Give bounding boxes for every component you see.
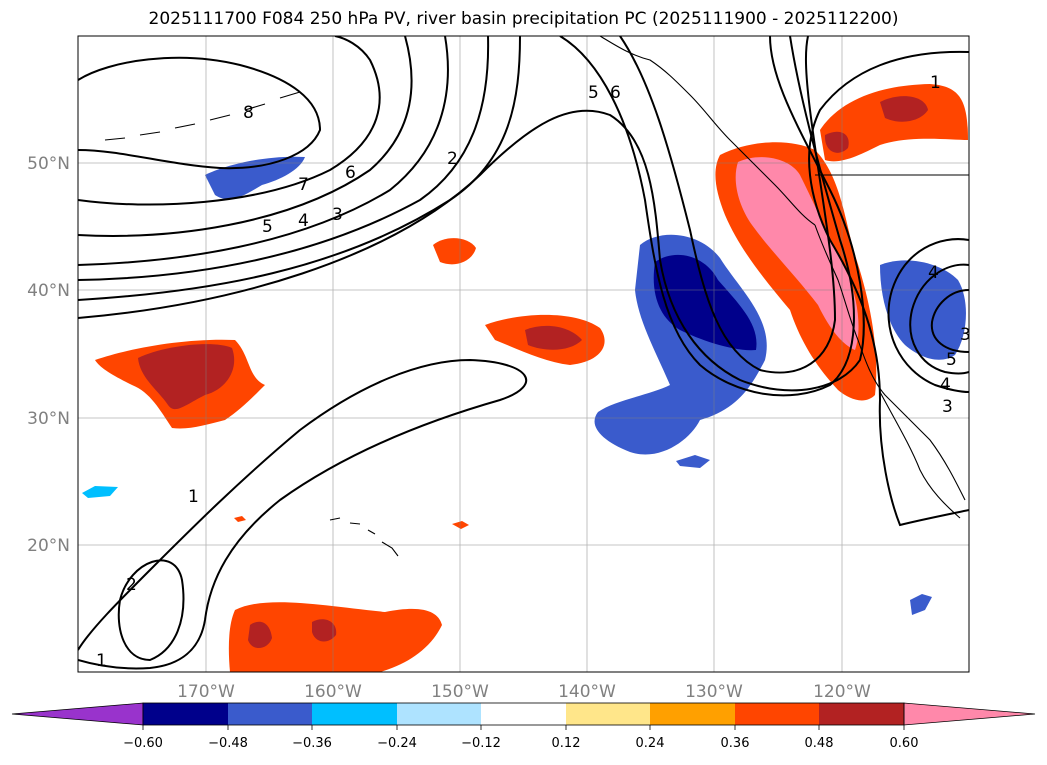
- colorbar-segment: [650, 703, 735, 725]
- colorbar-tick-label: 0.60: [890, 736, 919, 751]
- lon-label: 150°W: [431, 682, 489, 702]
- contour-label: 3: [332, 205, 343, 225]
- lon-label: 170°W: [177, 682, 235, 702]
- pv-contour-trough-1: [559, 36, 855, 397]
- pv-contour-5: [78, 36, 449, 266]
- contour-label: 1: [930, 73, 941, 93]
- contour-label: 4: [298, 211, 309, 231]
- map-frame: [77, 35, 970, 673]
- pv-contour-cutoff-2: [909, 263, 969, 375]
- colorbar-tick-label: −0.60: [123, 736, 163, 751]
- pv-contour-3: [78, 36, 521, 301]
- colorbar-tick-label: −0.12: [461, 736, 501, 751]
- neg-small-2: [676, 455, 710, 468]
- lat-label: 30°N: [27, 409, 70, 429]
- pv-contour-1-south: [78, 358, 528, 670]
- pv-contour-cutoff-1: [887, 238, 969, 393]
- contour-label: 3: [942, 397, 953, 417]
- lon-label: 140°W: [558, 682, 616, 702]
- lat-label: 40°N: [27, 281, 70, 301]
- pv-contour-4: [78, 36, 490, 281]
- pv-contour-7: [78, 36, 381, 206]
- hawaii-islands: [329, 517, 399, 557]
- lon-label: 120°W: [813, 682, 871, 702]
- colorbar-segment: [819, 703, 904, 725]
- colorbar-segment: [566, 703, 650, 725]
- lat-label: 20°N: [27, 536, 70, 556]
- longitude-labels: 170°W 160°W 150°W 140°W 130°W 120°W: [177, 682, 871, 702]
- lat-label: 50°N: [27, 154, 70, 174]
- pos-region-west-pacific-core: [138, 344, 235, 410]
- map-title: 2025111700 F084 250 hPa PV, river basin …: [148, 9, 899, 29]
- colorbar-tick-label: 0.36: [721, 736, 750, 751]
- latitude-labels: 50°N 40°N 30°N 20°N: [27, 154, 70, 556]
- pv-contour-cutoff-3: [930, 289, 969, 353]
- colorbar-tick-label: −0.48: [208, 736, 248, 751]
- pos-small-3: [234, 516, 246, 522]
- colorbar-segment: [735, 703, 819, 725]
- lon-label: 130°W: [685, 682, 743, 702]
- contour-label: 8: [243, 103, 254, 123]
- contour-label: 6: [610, 83, 621, 103]
- colorbar-ticks: [142, 725, 905, 730]
- pos-region-south-pacific: [228, 602, 442, 672]
- pv-contour-8: [78, 56, 322, 170]
- contour-label: 1: [188, 487, 199, 507]
- colorbar-segment: [397, 703, 481, 725]
- coastlines: [104, 36, 969, 557]
- colorbar-tick-label: −0.36: [292, 736, 332, 751]
- pos-region-south-pacific-core-2: [312, 619, 337, 642]
- neg-region-west-coast-core: [653, 254, 757, 351]
- coast-alaska-bc: [599, 36, 816, 226]
- colorbar-extend-min: [11, 702, 144, 726]
- lon-label: 160°W: [304, 682, 362, 702]
- pos-small-1: [433, 238, 476, 265]
- contour-label: 3: [960, 325, 971, 345]
- contour-label: 5: [262, 217, 273, 237]
- pos-region-south-pacific-core: [248, 621, 272, 649]
- colorbar: −0.60 −0.48 −0.36 −0.24 −0.12 0.12 0.24 …: [11, 702, 1036, 751]
- contour-label: 2: [126, 575, 137, 595]
- contour-label: 2: [447, 149, 458, 169]
- graticule: [78, 36, 969, 672]
- neg-small-3: [910, 594, 932, 615]
- pv-contours: [78, 36, 969, 670]
- pos-region-central-pacific-core: [525, 325, 582, 350]
- neg-small-1: [82, 486, 118, 498]
- pos-region-northeast-core: [880, 96, 928, 122]
- neg-region-southwest-us: [880, 260, 966, 360]
- aleutian-islands: [104, 91, 301, 141]
- coast-baja: [879, 391, 961, 519]
- colorbar-tick-label: 0.24: [636, 736, 665, 751]
- contour-label: 7: [298, 175, 309, 195]
- pv-contour-2-wave: [78, 36, 865, 392]
- colorbar-segment: [312, 703, 397, 725]
- colorbar-segment: [228, 703, 312, 725]
- pv-contour-1-east: [808, 50, 969, 527]
- colorbar-segment: [481, 703, 566, 725]
- colorbar-tick-label: −0.24: [377, 736, 417, 751]
- contour-label: 5: [588, 83, 599, 103]
- pos-small-2: [452, 521, 469, 529]
- coast-west-us: [814, 224, 966, 501]
- contour-label: 5: [946, 350, 957, 370]
- pv-contour-2-south: [117, 559, 185, 662]
- pos-region-northeast: [820, 84, 968, 162]
- contour-label: 4: [940, 375, 951, 395]
- colorbar-tick-label: 0.48: [805, 736, 834, 751]
- pv-contour-trough-2: [619, 36, 837, 374]
- pos-region-northeast-core-2: [824, 131, 849, 153]
- pv-contour-6: [78, 36, 413, 237]
- colorbar-frame: [142, 702, 905, 726]
- contour-label: 6: [345, 163, 356, 183]
- pos-region-pacific-nw-pink: [735, 157, 859, 350]
- contour-label: 1: [96, 651, 107, 671]
- contour-labels: 8 7 6 5 4 3 2 5 6 1 1 2 1 4 3 5 4 3: [96, 73, 971, 671]
- colorbar-extend-max: [903, 702, 1036, 726]
- colorbar-segment: [143, 703, 228, 725]
- contour-label: 4: [928, 263, 939, 283]
- colorbar-tick-label: 0.12: [552, 736, 581, 751]
